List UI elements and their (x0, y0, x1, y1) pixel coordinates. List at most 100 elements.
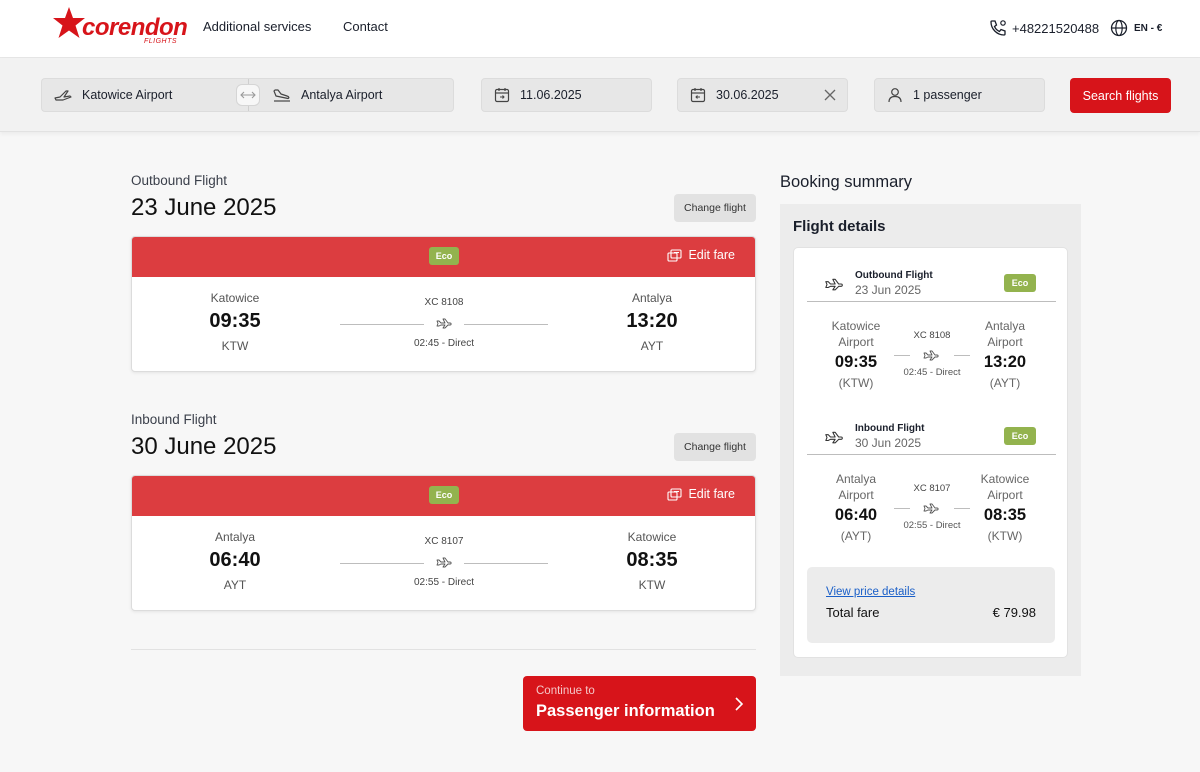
summary-outbound-header: Outbound Flight 23 Jun 2025 Eco (807, 266, 1056, 302)
outbound-edit-fare-button[interactable]: Edit fare (667, 248, 735, 262)
globe-icon (1110, 19, 1128, 37)
summary-inbound-arrival: Katowice Airport 08:35 (KTW) (967, 471, 1043, 543)
inbound-edit-fare-button[interactable]: Edit fare (667, 487, 735, 501)
inbound-from-code: AYT (223, 578, 247, 592)
swap-airports-button[interactable] (236, 84, 260, 106)
phone-number: +48221520488 (1012, 20, 1100, 36)
summary-outbound-from-time: 09:35 (834, 353, 878, 371)
plane-icon (825, 431, 843, 444)
inbound-flight-info: XC 8107 02:55 - Direct (340, 536, 548, 588)
swap-arrows-icon (240, 91, 256, 99)
calendar-icon (690, 87, 706, 103)
summary-inbound-duration: 02:55 - Direct (903, 520, 961, 531)
search-bar: Katowice Airport Antalya Airport 11.06.2… (0, 58, 1200, 132)
summary-outbound-from-code: (KTW) (838, 376, 874, 390)
summary-outbound-from-city-suffix: Airport (838, 335, 874, 349)
outbound-route-line (340, 314, 548, 334)
destination-value: Antalya Airport (301, 88, 383, 102)
summary-outbound-arrival: Antalya Airport 13:20 (AYT) (967, 318, 1043, 390)
booking-summary-panel: Flight details Outbound Flight 23 Jun 20… (780, 204, 1081, 676)
summary-outbound-date: 23 Jun 2025 (855, 283, 922, 297)
inbound-change-flight-button[interactable]: Change flight (674, 433, 756, 461)
clear-return-date-button[interactable] (823, 88, 837, 105)
summary-outbound-departure: Katowice Airport 09:35 (KTW) (818, 318, 894, 390)
plane-icon (825, 278, 843, 291)
outbound-to-city: Antalya (631, 291, 673, 305)
summary-outbound-to-code: (AYT) (989, 376, 1021, 390)
search-flights-button[interactable]: Search flights (1070, 78, 1171, 113)
destination-field[interactable]: Antalya Airport (248, 78, 454, 112)
return-date-field[interactable]: 30.06.2025 (677, 78, 848, 112)
summary-inbound-to-time: 08:35 (983, 506, 1027, 524)
summary-inbound-from-code: (AYT) (840, 529, 872, 543)
total-fare-label: Total fare (826, 605, 880, 620)
outbound-from-code: KTW (221, 339, 249, 353)
summary-outbound-flight-info: XC 8108 02:45 - Direct (892, 330, 972, 378)
summary-inbound-from-city-suffix: Airport (838, 488, 874, 502)
summary-outbound-fare-badge: Eco (1004, 274, 1036, 292)
corendon-logo[interactable]: corendon FLIGHTS (52, 6, 188, 48)
chevron-right-icon (735, 697, 744, 711)
plane-icon (436, 318, 452, 329)
summary-inbound-date: 30 Jun 2025 (855, 436, 922, 450)
outbound-edit-fare-label: Edit fare (688, 248, 735, 262)
inbound-duration: 02:55 - Direct (413, 577, 475, 588)
arrival-plane-icon (273, 88, 291, 102)
summary-inbound-flight-info: XC 8107 02:55 - Direct (892, 483, 972, 531)
phone-link[interactable]: +48221520488 (988, 18, 1099, 38)
phone-icon (990, 20, 1006, 36)
inbound-departure: Antalya 06:40 AYT (175, 530, 295, 592)
outbound-section-label: Outbound Flight (131, 173, 228, 188)
nav-additional-services[interactable]: Additional services (203, 19, 312, 34)
outbound-fare-badge: Eco (429, 247, 459, 265)
outbound-to-time: 13:20 (626, 310, 678, 332)
summary-inbound-to-code: (KTW) (987, 529, 1023, 543)
inbound-date: 30 June 2025 (131, 433, 277, 460)
language-currency-selector[interactable]: EN - € (1110, 18, 1162, 38)
outbound-date: 23 June 2025 (131, 194, 277, 221)
inbound-flight-number: XC 8107 (424, 536, 464, 547)
user-icon (887, 87, 903, 103)
plane-icon (436, 557, 452, 568)
inbound-to-code: KTW (638, 578, 666, 592)
outbound-from-city: Katowice (210, 291, 260, 305)
outbound-duration: 02:45 - Direct (413, 338, 475, 349)
logo-star-icon (53, 7, 85, 38)
departure-plane-icon (54, 88, 72, 102)
inbound-to-city: Katowice (627, 530, 677, 544)
inbound-route-line (340, 553, 548, 573)
price-summary-box: View price details Total fare € 79.98 (807, 567, 1055, 643)
calendar-icon (494, 87, 510, 103)
outbound-card-header: Eco Edit fare (132, 237, 755, 277)
booking-summary-title: Booking summary (780, 173, 913, 191)
summary-inbound-from-time: 06:40 (834, 506, 878, 524)
departure-date-field[interactable]: 11.06.2025 (481, 78, 652, 112)
summary-outbound-duration: 02:45 - Direct (903, 367, 961, 378)
outbound-change-flight-button[interactable]: Change flight (674, 194, 756, 222)
view-price-details-link[interactable]: View price details (826, 586, 916, 598)
edit-fare-icon (667, 487, 682, 501)
flight-details-title: Flight details (793, 218, 886, 235)
summary-outbound-to-time: 13:20 (983, 353, 1027, 371)
summary-inbound-to-city-suffix: Airport (987, 488, 1023, 502)
inbound-edit-fare-label: Edit fare (688, 487, 735, 501)
departure-date-value: 11.06.2025 (520, 88, 582, 102)
summary-inbound-title: Inbound Flight (855, 423, 925, 434)
outbound-to-code: AYT (640, 339, 664, 353)
inbound-section-label: Inbound Flight (131, 412, 217, 427)
inbound-fare-badge: Eco (429, 486, 459, 504)
nav-contact[interactable]: Contact (343, 19, 388, 34)
language-label: EN - € (1134, 22, 1163, 34)
plane-icon (923, 503, 939, 514)
outbound-flight-number: XC 8108 (424, 297, 464, 308)
summary-inbound-header: Inbound Flight 30 Jun 2025 Eco (807, 419, 1056, 455)
passengers-field[interactable]: 1 passenger (874, 78, 1045, 112)
inbound-from-city: Antalya (214, 530, 256, 544)
outbound-from-time: 09:35 (209, 310, 261, 332)
flight-details-card: Outbound Flight 23 Jun 2025 Eco Katowice… (793, 247, 1068, 658)
origin-field[interactable]: Katowice Airport (41, 78, 249, 112)
continue-passenger-information-button[interactable]: Continue to Passenger information (523, 676, 756, 731)
return-date-value: 30.06.2025 (716, 88, 779, 102)
summary-outbound-route-line (892, 347, 972, 363)
outbound-arrival: Antalya 13:20 AYT (592, 291, 712, 353)
